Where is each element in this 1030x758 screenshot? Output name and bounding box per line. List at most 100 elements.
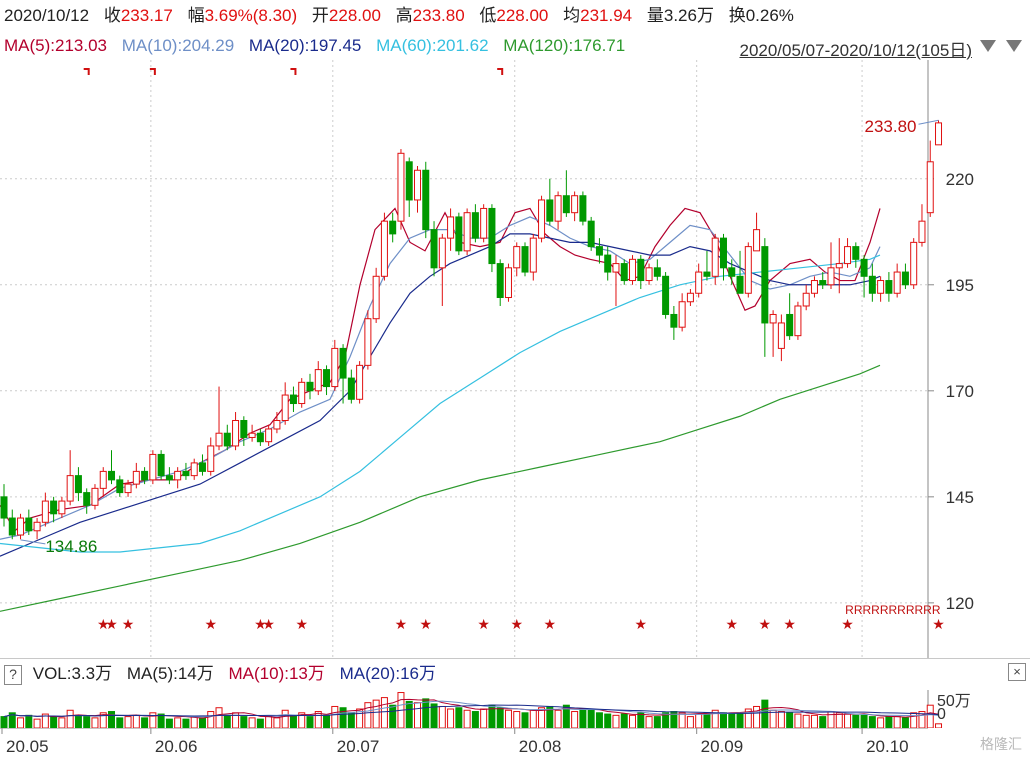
panel-menu-button[interactable]: ?	[4, 664, 22, 685]
volume-chart[interactable]	[0, 690, 1030, 728]
volume-bar	[256, 718, 264, 728]
volume-bar	[405, 700, 413, 728]
volume-bar	[331, 705, 339, 728]
volume-bar	[918, 711, 926, 728]
volume-bar	[66, 709, 74, 728]
volume-bar	[521, 712, 529, 728]
volume-bar	[777, 711, 785, 728]
star-signal-icon: ★	[759, 616, 772, 632]
candle-body	[380, 220, 388, 277]
low-price-pointer	[20, 539, 46, 545]
volume-bar	[414, 702, 421, 728]
volume-bar	[645, 716, 653, 728]
volume-bar	[347, 712, 355, 728]
volume-bar	[819, 716, 827, 728]
candle-body	[761, 246, 769, 324]
candle-body	[620, 263, 628, 282]
candle-body	[58, 500, 66, 515]
candle-body	[364, 318, 372, 366]
volume-bar	[529, 709, 537, 728]
candle-body	[554, 195, 562, 222]
close-value: 233.17	[120, 6, 173, 25]
volume-bar	[653, 716, 661, 728]
candle-body	[538, 199, 546, 239]
candle-body	[463, 212, 471, 252]
close-panel-button[interactable]: ×	[1008, 663, 1026, 681]
volume-bar	[637, 712, 645, 728]
volume-bar	[141, 717, 149, 728]
volume-bar	[835, 712, 843, 728]
volume-bar	[513, 711, 521, 728]
volume-bar	[579, 708, 587, 728]
candle-body	[877, 280, 885, 294]
volume-bar	[108, 711, 116, 728]
candle-body	[769, 313, 777, 324]
volume-bar	[827, 711, 835, 728]
y-tick-label: 220	[946, 170, 974, 189]
candle-body	[703, 271, 711, 277]
ma-line-ma20	[0, 233, 881, 557]
volume-bar	[877, 717, 885, 728]
volume-bar	[314, 711, 322, 728]
candle-body	[414, 169, 421, 201]
y-tick-label: 120	[946, 594, 974, 613]
candle-body	[165, 475, 173, 481]
dropdown-triangle-icon[interactable]	[1006, 40, 1022, 52]
volume-bar	[786, 712, 794, 728]
volume-bar	[604, 713, 612, 728]
volume-bar	[182, 718, 190, 728]
candle-body	[562, 195, 570, 214]
candle-body	[215, 432, 223, 447]
date-range-selector[interactable]: 2020/05/07-2020/10/12(105日)	[739, 41, 972, 60]
high-label: 高	[395, 6, 413, 25]
candle-body	[0, 496, 8, 519]
volume-bar	[50, 716, 58, 728]
volume-bar	[736, 712, 744, 728]
candle-body	[810, 280, 818, 294]
candle-body	[753, 229, 761, 252]
volume-bar	[794, 713, 802, 728]
candle-body	[612, 263, 620, 273]
dropdown-triangle-icon[interactable]	[980, 40, 996, 52]
candle-body	[339, 347, 347, 379]
volume-bar	[132, 714, 140, 728]
volume-bar	[761, 699, 769, 728]
high-value: 233.80	[412, 6, 465, 25]
volume-bar	[380, 697, 388, 728]
volume-bar	[496, 707, 504, 728]
volume-bar	[58, 717, 66, 728]
candle-body	[149, 453, 157, 481]
ma20-legend: MA(20):197.45	[248, 36, 362, 55]
volume-bar	[223, 714, 231, 728]
close-label: 收	[103, 6, 121, 25]
ma-line-ma120	[0, 364, 881, 612]
candle-body	[289, 394, 297, 405]
volume-legend-bar: ? VOL:3.3万 MA(5):14万 MA(10):13万 MA(20):1…	[0, 658, 1030, 689]
ma5-legend: MA(5):213.03	[4, 36, 107, 55]
volume-bar	[893, 716, 901, 728]
star-signal-icon: ★	[97, 616, 110, 632]
x-tick-label: 20.08	[519, 737, 562, 756]
candle-body	[356, 364, 364, 400]
candle-body	[132, 470, 140, 485]
volume-bar	[719, 712, 727, 728]
avg-label: 均	[563, 6, 581, 25]
candle-body	[314, 369, 322, 392]
change-value: 3.69%(8.30)	[204, 6, 298, 25]
candle-body	[223, 432, 231, 447]
volume-scale-top: 50万	[937, 693, 971, 710]
volume-bar	[25, 714, 33, 728]
candle-body	[116, 479, 124, 494]
volume-ma-line	[3, 704, 939, 718]
candle-body	[265, 428, 273, 443]
volume-bar	[116, 717, 124, 728]
low-label: 低	[479, 6, 497, 25]
candle-body	[521, 246, 529, 273]
volume-bar	[538, 707, 546, 728]
star-signal-icon: ★	[395, 616, 408, 632]
candle-body	[91, 487, 99, 506]
candle-body	[372, 275, 380, 320]
volume-bar	[612, 714, 620, 728]
change-label: 幅	[187, 6, 205, 25]
